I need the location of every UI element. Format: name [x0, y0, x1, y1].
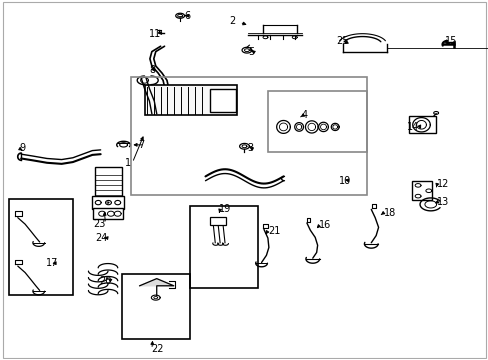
Text: 14: 14 — [406, 122, 418, 132]
Text: 2: 2 — [229, 16, 235, 26]
Bar — [210, 89, 235, 112]
Text: 9: 9 — [19, 143, 25, 153]
Bar — [9, 199, 73, 296]
Text: 24: 24 — [95, 233, 108, 243]
Text: 3: 3 — [246, 143, 253, 153]
Text: 4: 4 — [302, 111, 307, 121]
Bar — [267, 91, 366, 152]
Bar — [408, 116, 435, 134]
Bar — [210, 217, 225, 225]
Text: 8: 8 — [149, 64, 156, 75]
Text: 16: 16 — [318, 220, 330, 230]
Text: 25: 25 — [335, 36, 348, 46]
Text: 12: 12 — [436, 179, 448, 189]
Bar — [131, 77, 366, 195]
Text: 1: 1 — [125, 158, 131, 168]
Bar — [95, 167, 122, 198]
Text: 15: 15 — [445, 36, 457, 46]
Text: 21: 21 — [267, 226, 280, 236]
Text: 17: 17 — [46, 258, 58, 268]
Text: 19: 19 — [219, 204, 231, 215]
Text: 13: 13 — [436, 197, 448, 207]
Bar — [122, 274, 189, 338]
Bar — [144, 85, 237, 116]
Polygon shape — [140, 279, 173, 286]
Bar — [411, 181, 431, 200]
Text: 18: 18 — [383, 208, 395, 218]
Text: 5: 5 — [247, 46, 254, 57]
Bar — [93, 208, 122, 220]
Bar — [189, 206, 258, 288]
Text: 23: 23 — [93, 219, 105, 229]
Text: 20: 20 — [99, 276, 112, 286]
Text: 6: 6 — [184, 11, 190, 21]
Text: 11: 11 — [149, 29, 161, 39]
Bar — [92, 196, 124, 209]
Text: 22: 22 — [151, 344, 163, 354]
Text: 7: 7 — [138, 140, 144, 150]
Text: 10: 10 — [338, 176, 350, 186]
